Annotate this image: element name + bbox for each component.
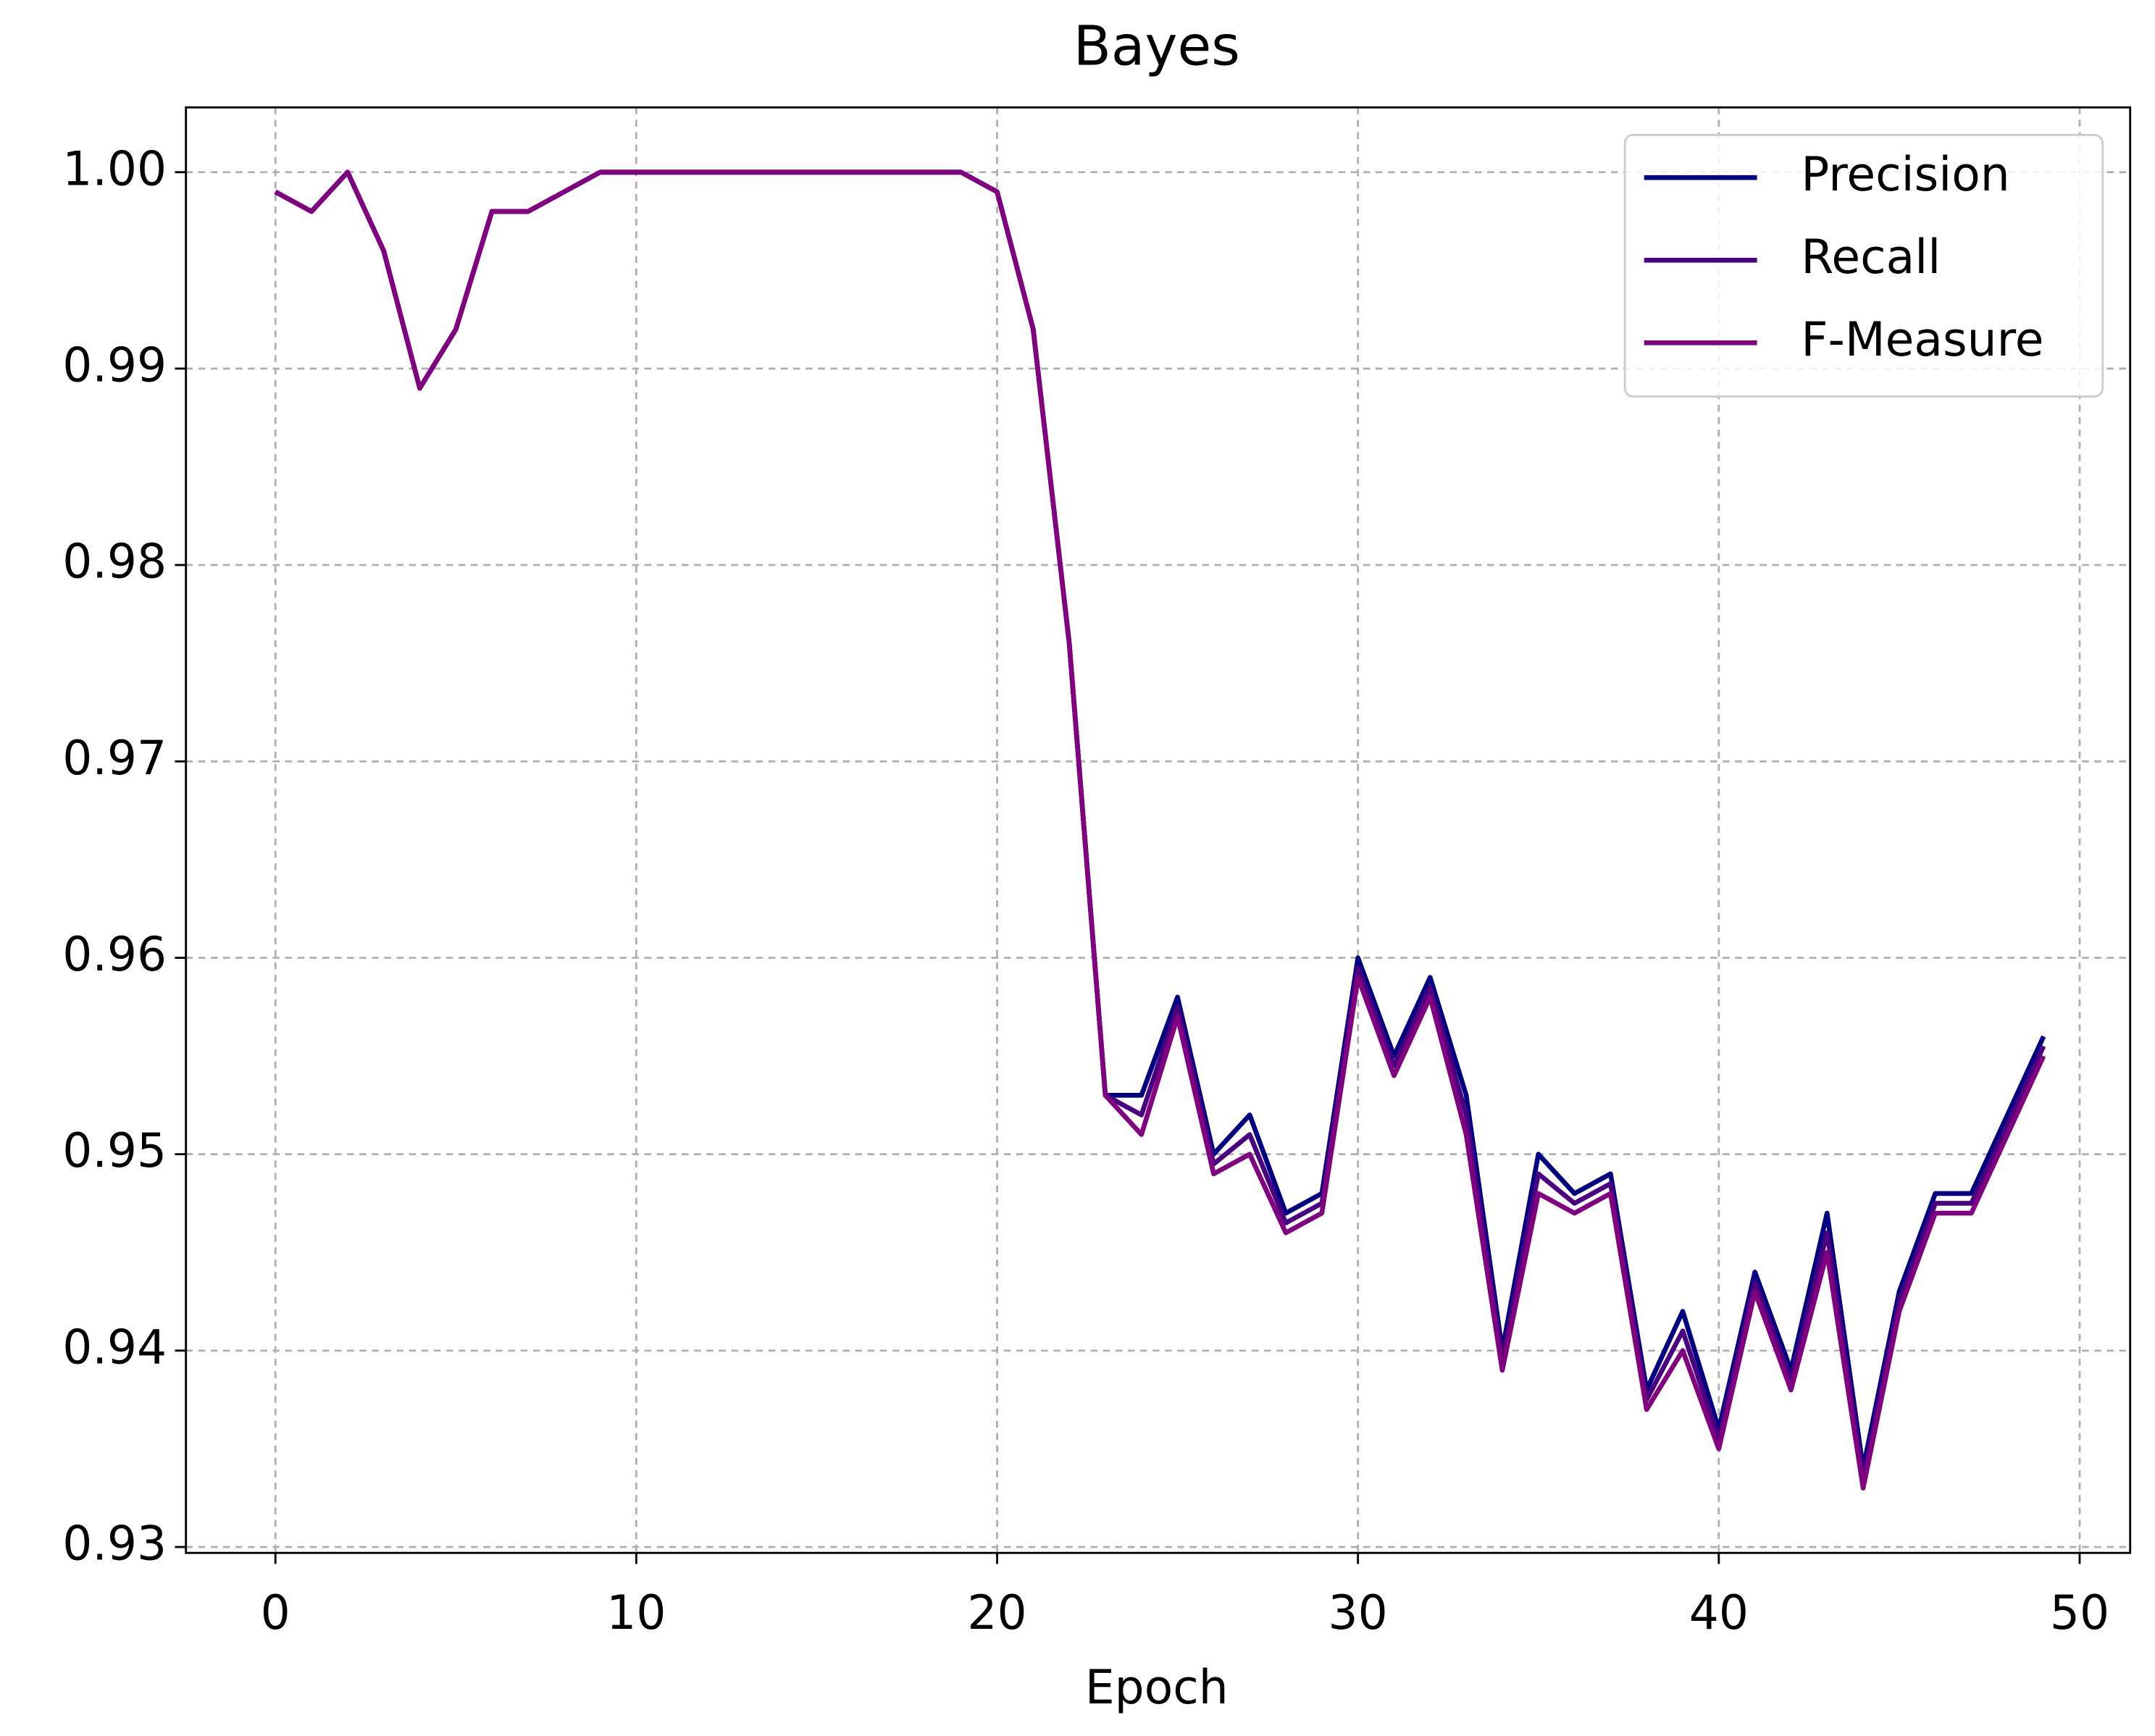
y-tick-label: 0.99 <box>62 339 167 393</box>
y-tick-label: 0.98 <box>62 535 167 590</box>
series-line <box>274 169 2046 1491</box>
y-tick-label: 0.93 <box>62 1517 167 1572</box>
x-axis-label: Epoch <box>1085 1661 1229 1715</box>
legend-label: Precision <box>1801 148 2009 202</box>
plot-frame <box>185 106 2132 1554</box>
y-tick-label: 1.00 <box>62 142 167 196</box>
chart-title: Bayes <box>1074 13 1240 77</box>
legend-box <box>1623 133 2104 398</box>
x-tick-label: 10 <box>606 1586 666 1640</box>
legend-label: F-Measure <box>1801 313 2043 367</box>
x-tick-label: 40 <box>1689 1586 1749 1640</box>
y-tick-label: 0.97 <box>62 731 167 786</box>
y-tick-label: 0.96 <box>62 928 167 982</box>
x-tick-label: 0 <box>261 1586 290 1640</box>
x-tick-label: 30 <box>1328 1586 1388 1640</box>
legend-label: Recall <box>1801 230 1941 285</box>
x-tick-label: 50 <box>2050 1586 2109 1640</box>
y-tick-label: 0.95 <box>62 1124 167 1178</box>
x-tick-label: 20 <box>967 1586 1026 1640</box>
y-tick-label: 0.94 <box>62 1320 167 1375</box>
